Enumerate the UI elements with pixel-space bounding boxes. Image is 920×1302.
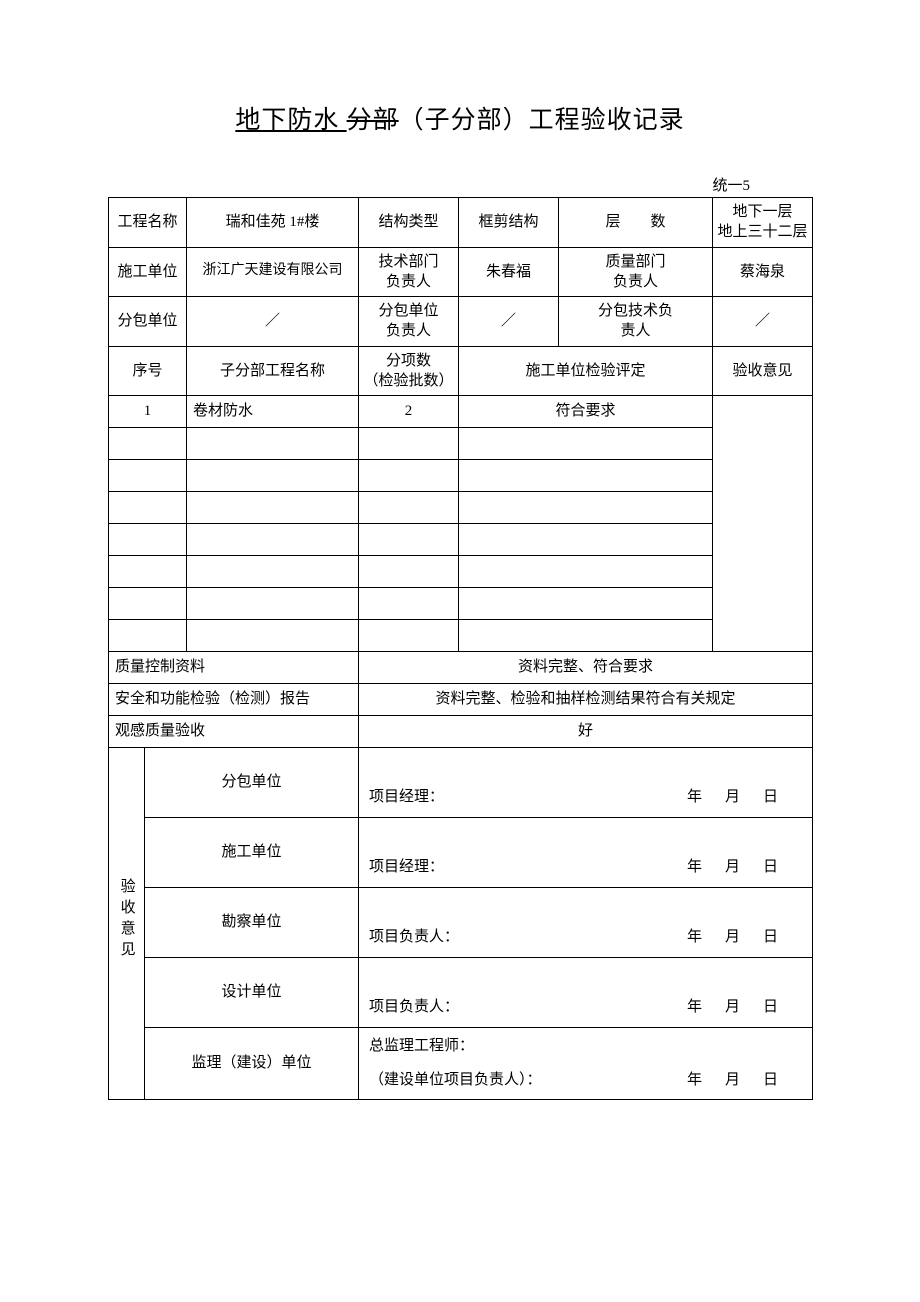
table-row	[109, 620, 813, 652]
opinion-sig: 项目经理： 年 月 日	[359, 818, 813, 888]
table-row	[109, 556, 813, 588]
value-safety: 资料完整、检验和抽样检测结果符合有关规定	[359, 684, 813, 716]
table-row: 1 卷材防水 2 符合要求	[109, 396, 813, 428]
table-row	[109, 492, 813, 524]
page-title: 地下防水 分部（子分部）工程验收记录	[108, 100, 812, 136]
opinion-sig: 项目负责人： 年 月 日	[359, 888, 813, 958]
table-row: 观感质量验收 好	[109, 716, 813, 748]
table-row	[109, 524, 813, 556]
table-row: 施工单位 浙江广天建设有限公司 技术部门 负责人 朱春福 质量部门 负责人 蔡海…	[109, 247, 813, 297]
label-sub-unit-leader: 分包单位 负责人	[359, 297, 459, 347]
cell-count: 2	[359, 396, 459, 428]
value-qc: 资料完整、符合要求	[359, 652, 813, 684]
label-tech-leader: 技术部门 负责人	[359, 247, 459, 297]
col-opinion: 验收意见	[713, 346, 813, 396]
cell-eval: 符合要求	[459, 396, 713, 428]
value-floors: 地下一层 地上三十二层	[713, 198, 813, 248]
acceptance-table: 工程名称 瑞和佳苑 1#楼 结构类型 框剪结构 层 数 地下一层 地上三十二层 …	[108, 197, 813, 1100]
value-sub-unit-leader: ／	[459, 297, 559, 347]
opinion-sig-last: 总监理工程师： （建设单位项目负责人）： 年 月 日	[359, 1028, 813, 1100]
table-row: 施工单位 项目经理： 年 月 日	[109, 818, 813, 888]
label-sub-unit: 分包单位	[109, 297, 187, 347]
cell-seq: 1	[109, 396, 187, 428]
cell-name: 卷材防水	[187, 396, 359, 428]
table-row: 序号 子分部工程名称 分项数 （检验批数） 施工单位检验评定 验收意见	[109, 346, 813, 396]
label-quality-leader: 质量部门 负责人	[559, 247, 713, 297]
value-sub-tech-leader: ／	[713, 297, 813, 347]
value-sub-unit: ／	[187, 297, 359, 347]
table-row: 设计单位 项目负责人： 年 月 日	[109, 958, 813, 1028]
form-code: 统一5	[108, 174, 812, 195]
opinion-unit: 分包单位	[145, 748, 359, 818]
table-row	[109, 428, 813, 460]
value-visual: 好	[359, 716, 813, 748]
table-row: 分包单位 ／ 分包单位 负责人 ／ 分包技术负 责人 ／	[109, 297, 813, 347]
col-count: 分项数 （检验批数）	[359, 346, 459, 396]
opinion-side-label: 验收意见	[109, 748, 145, 1100]
title-rest: （子分部）工程验收记录	[399, 107, 685, 134]
col-sub-name: 子分部工程名称	[187, 346, 359, 396]
label-qc: 质量控制资料	[109, 652, 359, 684]
opinion-sig: 项目负责人： 年 月 日	[359, 958, 813, 1028]
opinion-unit: 勘察单位	[145, 888, 359, 958]
opinion-sig: 项目经理： 年 月 日	[359, 748, 813, 818]
value-structure-type: 框剪结构	[459, 198, 559, 248]
cell-opinion-merged	[713, 396, 813, 652]
table-row: 安全和功能检验（检测）报告 资料完整、检验和抽样检测结果符合有关规定	[109, 684, 813, 716]
opinion-unit: 设计单位	[145, 958, 359, 1028]
value-contractor: 浙江广天建设有限公司	[187, 247, 359, 297]
opinion-unit: 施工单位	[145, 818, 359, 888]
label-floors: 层 数	[559, 198, 713, 248]
label-visual: 观感质量验收	[109, 716, 359, 748]
value-quality-leader: 蔡海泉	[713, 247, 813, 297]
label-safety: 安全和功能检验（检测）报告	[109, 684, 359, 716]
label-contractor: 施工单位	[109, 247, 187, 297]
opinion-unit: 监理（建设）单位	[145, 1028, 359, 1100]
label-structure-type: 结构类型	[359, 198, 459, 248]
table-row: 勘察单位 项目负责人： 年 月 日	[109, 888, 813, 958]
table-row	[109, 588, 813, 620]
label-sub-tech-leader: 分包技术负 责人	[559, 297, 713, 347]
table-row: 验收意见 分包单位 项目经理： 年 月 日	[109, 748, 813, 818]
table-row	[109, 460, 813, 492]
title-underline: 地下防水	[235, 107, 346, 134]
value-tech-leader: 朱春福	[459, 247, 559, 297]
table-row: 质量控制资料 资料完整、符合要求	[109, 652, 813, 684]
label-project-name: 工程名称	[109, 198, 187, 248]
col-eval: 施工单位检验评定	[459, 346, 713, 396]
col-seq: 序号	[109, 346, 187, 396]
table-row: 工程名称 瑞和佳苑 1#楼 结构类型 框剪结构 层 数 地下一层 地上三十二层	[109, 198, 813, 248]
title-strike: 分部	[347, 107, 399, 134]
value-project-name: 瑞和佳苑 1#楼	[187, 198, 359, 248]
table-row: 监理（建设）单位 总监理工程师： （建设单位项目负责人）： 年 月 日	[109, 1028, 813, 1100]
